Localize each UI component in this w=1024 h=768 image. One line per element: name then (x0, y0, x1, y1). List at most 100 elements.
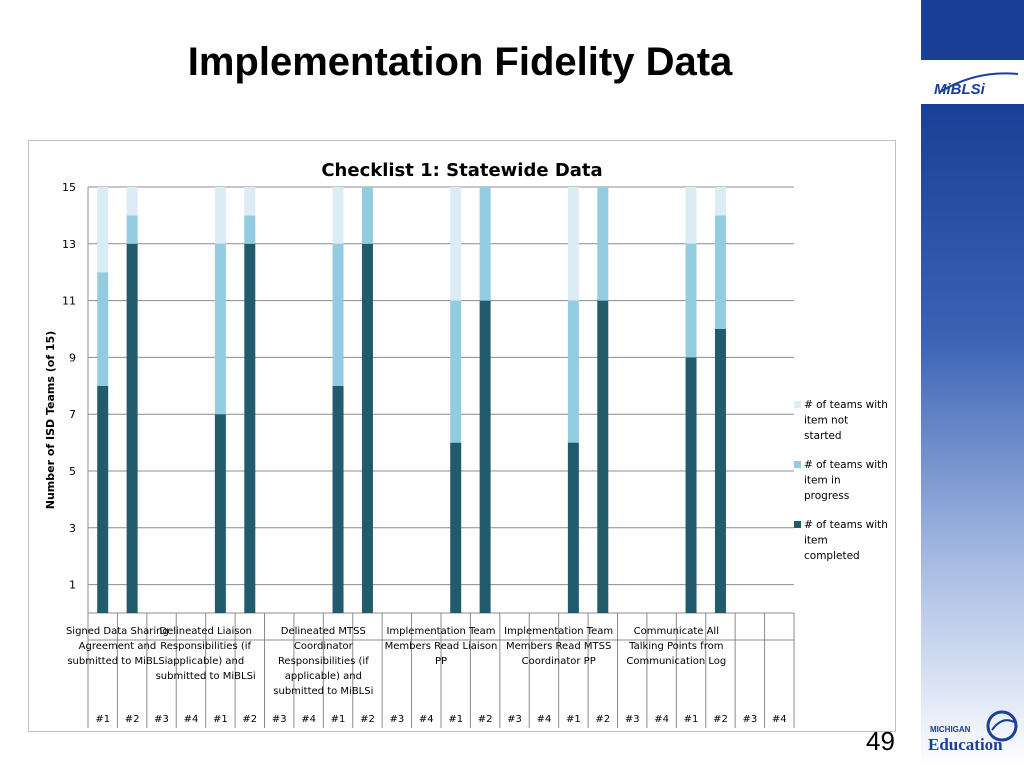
y-tick-label: 3 (69, 522, 76, 535)
bar-segment-completed (244, 243, 256, 614)
mde-logo-ring (986, 710, 1018, 742)
y-tick-label: 15 (62, 181, 76, 194)
x-subcategory-label: #3 (272, 714, 287, 725)
x-subcategory-label: #1 (566, 714, 581, 725)
x-group-label: Signed Data Sharing Agreement and submitte… (66, 626, 169, 667)
x-group-label: Implementation Team Members Read Liaison P… (385, 626, 498, 667)
x-subcategory-label: #3 (625, 714, 640, 725)
bar-segment-completed (450, 442, 462, 613)
bar-segment-not-started (567, 187, 579, 301)
chart-frame (28, 140, 896, 732)
bar-segment-not-started (685, 187, 697, 244)
x-subcategory-label: #4 (537, 714, 552, 725)
legend-label: # of teams with item in progress (804, 459, 888, 502)
x-subcategory-label: #1 (448, 714, 463, 725)
legend-item-in-progress: # of teams with item in progress (794, 459, 888, 502)
category-table: #1 #2 #3 #4 #1 #2 #3 #4 #1 #2 #3 #4 #1 #2 #3 #4 #1 #2 #3 #4… (66, 187, 795, 728)
mde-logo-big-text: Education (928, 735, 1003, 754)
sidebar-decoration (921, 0, 1024, 768)
x-subcategory-label: #2 (478, 714, 493, 725)
x-subcategory-label: #1 (213, 714, 228, 725)
mibls-logo: MiBLSi (934, 72, 1019, 98)
slide-title: Implementation Fidelity Data (187, 40, 733, 84)
legend-item-not-started: # of teams with item not started (794, 399, 888, 442)
bar-segment-in-progress (479, 187, 491, 301)
x-subcategory-label: #1 (331, 714, 346, 725)
bar-segment-not-started (244, 187, 256, 216)
x-subcategory-label: #4 (772, 714, 787, 725)
x-group-label: Delineated MTSS Coordinator Responsibiliti… (273, 626, 373, 697)
mde-logo-swoosh (991, 719, 1015, 731)
x-group-label: Communicate All Talking Points from Commun… (626, 626, 726, 667)
bar-segment-in-progress (244, 215, 256, 244)
x-subcategory-label: #3 (154, 714, 169, 725)
page-number: 49 (866, 726, 895, 756)
legend-swatch (794, 521, 801, 528)
chart-title: Checklist 1: Statewide Data (321, 160, 602, 181)
x-subcategory-label: #2 (360, 714, 375, 725)
x-subcategory-label: #2 (595, 714, 610, 725)
bar-segment-not-started (126, 187, 138, 216)
chart: Checklist 1: Statewide Data 13579111315 … (44, 160, 888, 728)
bar-segment-completed (567, 442, 579, 613)
sidebar-gradient-band (921, 104, 1024, 768)
legend-item-completed: # of teams with item completed (794, 519, 888, 562)
legend-label: # of teams with item not started (804, 399, 888, 442)
legend: # of teams with item not started # of teams… (794, 399, 888, 562)
bar-segment-completed (597, 300, 609, 613)
x-group-label: Delineated Liaison Responsibilities (if ap… (156, 626, 256, 682)
michigan-education-logo: MICHIGAN Education (928, 710, 1018, 754)
bar-segment-not-started (714, 187, 726, 216)
y-axis-label: Number of ISD Teams (of 15) (44, 331, 57, 510)
bar-segment-not-started (450, 187, 462, 301)
x-subcategory-label: #2 (713, 714, 728, 725)
x-subcategory-label: #3 (507, 714, 522, 725)
mibls-logo-text: MiBLSi (934, 81, 986, 98)
x-group-label: Implementation Team Members Read MTSS Coor… (504, 626, 613, 667)
bar-segment-in-progress (567, 300, 579, 443)
bar-segment-in-progress (332, 243, 344, 386)
mde-logo-small-text: MICHIGAN (930, 725, 971, 734)
bar-segment-not-started (332, 187, 344, 244)
x-subcategory-label: #4 (654, 714, 669, 725)
bar-segment-in-progress (597, 187, 609, 301)
bars (97, 187, 726, 614)
bar-segment-completed (126, 243, 138, 614)
bar-segment-in-progress (126, 215, 138, 244)
x-subcategory-label: #4 (419, 714, 434, 725)
y-tick-label: 7 (69, 408, 76, 421)
x-subcategory-label: #2 (125, 714, 140, 725)
x-subcategory-label: #3 (390, 714, 405, 725)
legend-swatch (794, 461, 801, 468)
x-subcategory-label: #4 (184, 714, 199, 725)
bar-segment-completed (97, 385, 109, 613)
x-subcategory-label: #2 (242, 714, 257, 725)
bar-segment-completed (361, 243, 373, 614)
x-subcategory-label: #3 (743, 714, 758, 725)
x-subcategory-label: #1 (684, 714, 699, 725)
y-tick-label: 5 (69, 465, 76, 478)
bar-segment-in-progress (97, 272, 109, 386)
x-subcategory-label: #4 (301, 714, 316, 725)
bar-segment-in-progress (214, 243, 226, 415)
bar-segment-in-progress (450, 300, 462, 443)
mibls-logo-swoosh (939, 72, 1019, 93)
bar-segment-completed (685, 357, 697, 613)
legend-swatch (794, 401, 801, 408)
bar-segment-completed (714, 329, 726, 613)
bar-segment-completed (332, 385, 344, 613)
legend-label: # of teams with item completed (804, 519, 888, 562)
y-tick-label: 13 (62, 238, 76, 251)
bar-segment-not-started (214, 187, 226, 244)
y-tick-label: 9 (69, 351, 76, 364)
bar-segment-not-started (97, 187, 109, 273)
sidebar-top-band (921, 0, 1024, 60)
x-subcategory-label: #1 (95, 714, 110, 725)
bar-segment-completed (479, 300, 491, 613)
y-tick-label: 11 (62, 295, 76, 308)
bar-segment-in-progress (361, 187, 373, 244)
sidebar-logo-band (921, 62, 1024, 102)
bar-segment-completed (214, 414, 226, 613)
bar-segment-in-progress (685, 243, 697, 358)
